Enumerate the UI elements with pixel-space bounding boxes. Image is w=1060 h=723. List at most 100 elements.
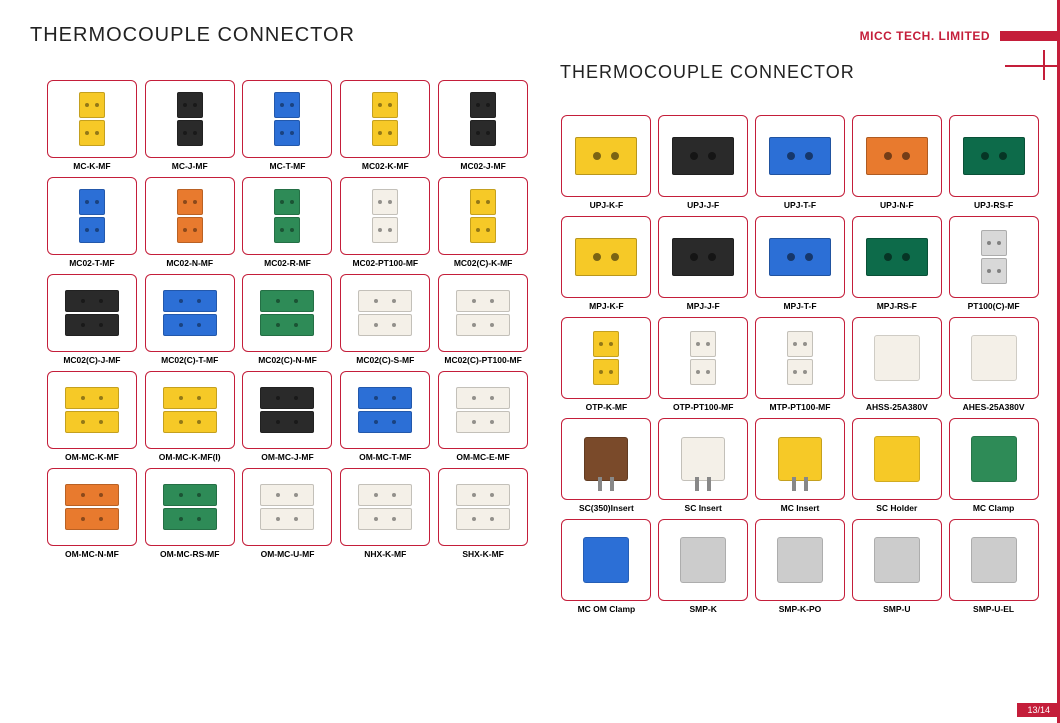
product-cell: SC Holder <box>850 418 943 513</box>
product-label: OM-MC-RS-MF <box>160 549 219 559</box>
product-thumb <box>561 115 651 197</box>
connector-icon <box>672 137 734 175</box>
product-thumb <box>755 418 845 500</box>
connector-icon <box>177 92 203 146</box>
product-thumb <box>145 371 235 449</box>
product-cell: MC02(C)-PT100-MF <box>436 274 530 365</box>
product-cell: OTP-K-MF <box>560 317 653 412</box>
connector-icon <box>874 537 920 583</box>
product-thumb <box>658 519 748 601</box>
product-thumb <box>438 468 528 546</box>
product-thumb <box>949 115 1039 197</box>
product-cell: SC(350)Insert <box>560 418 653 513</box>
product-thumb <box>755 216 845 298</box>
product-thumb <box>340 177 430 255</box>
company-block: MICC TECH. LIMITED <box>860 29 1060 43</box>
product-thumb <box>658 317 748 399</box>
title-left: THERMOCOUPLE CONNECTOR <box>30 24 355 47</box>
product-cell: MC Insert <box>754 418 847 513</box>
decor-cross-v <box>1043 50 1045 80</box>
connector-icon <box>372 189 398 243</box>
decor-cross-h <box>1005 65 1060 67</box>
product-thumb <box>145 177 235 255</box>
product-thumb <box>852 418 942 500</box>
connector-icon <box>260 387 314 433</box>
product-label: MC02-PT100-MF <box>352 258 418 268</box>
product-thumb <box>561 519 651 601</box>
product-label: UPJ-N-F <box>880 200 914 210</box>
product-cell: MPJ-K-F <box>560 216 653 311</box>
product-cell: MC02-R-MF <box>241 177 335 268</box>
product-label: OM-MC-E-MF <box>456 452 509 462</box>
company-bar <box>1000 31 1060 41</box>
product-thumb <box>438 80 528 158</box>
product-cell: UPJ-J-F <box>657 115 750 210</box>
connector-icon <box>690 331 716 385</box>
connector-icon <box>358 484 412 530</box>
product-thumb <box>47 371 137 449</box>
product-cell: MC02-T-MF <box>45 177 139 268</box>
product-thumb <box>852 216 942 298</box>
connector-icon <box>163 290 217 336</box>
product-label: MC02-T-MF <box>69 258 114 268</box>
connector-icon <box>866 238 928 276</box>
product-label: MC02(C)-T-MF <box>161 355 218 365</box>
connector-icon <box>971 436 1017 482</box>
product-thumb <box>755 317 845 399</box>
product-thumb <box>852 519 942 601</box>
product-thumb <box>949 519 1039 601</box>
product-label: UPJ-K-F <box>590 200 624 210</box>
connector-icon <box>260 484 314 530</box>
product-label: PT100(C)-MF <box>968 301 1020 311</box>
product-thumb <box>47 468 137 546</box>
product-thumb <box>145 80 235 158</box>
product-label: MC Insert <box>781 503 820 513</box>
product-thumb <box>658 115 748 197</box>
product-label: AHES-25A380V <box>963 402 1025 412</box>
product-label: SC Holder <box>876 503 917 513</box>
product-thumb <box>242 371 332 449</box>
connector-icon <box>163 484 217 530</box>
connector-icon <box>787 331 813 385</box>
product-thumb <box>242 468 332 546</box>
product-cell: MC OM Clamp <box>560 519 653 614</box>
product-cell: OM-MC-RS-MF <box>143 468 237 559</box>
product-thumb <box>47 80 137 158</box>
header: THERMOCOUPLE CONNECTOR MICC TECH. LIMITE… <box>30 24 1060 47</box>
connector-icon <box>981 230 1007 284</box>
product-label: UPJ-T-F <box>784 200 816 210</box>
product-label: MPJ-T-F <box>783 301 816 311</box>
connector-icon <box>769 238 831 276</box>
product-label: OM-MC-J-MF <box>261 452 313 462</box>
product-label: SMP-U-EL <box>973 604 1014 614</box>
product-cell: OM-MC-K-MF <box>45 371 139 462</box>
product-label: OM-MC-K-MF <box>65 452 119 462</box>
page-number: 13/14 <box>1017 703 1060 717</box>
product-cell: MC02(C)-T-MF <box>143 274 237 365</box>
connector-icon <box>65 387 119 433</box>
product-cell: UPJ-N-F <box>850 115 943 210</box>
product-label: MTP-PT100-MF <box>770 402 831 412</box>
product-label: OM-MC-N-MF <box>65 549 119 559</box>
company-name: MICC TECH. LIMITED <box>860 29 990 43</box>
connector-icon <box>769 137 831 175</box>
product-label: MC02-J-MF <box>460 161 505 171</box>
product-label: MC Clamp <box>973 503 1015 513</box>
product-label: MPJ-J-F <box>687 301 720 311</box>
connector-icon <box>874 335 920 381</box>
product-cell: MTP-PT100-MF <box>754 317 847 412</box>
connector-icon <box>778 437 822 481</box>
product-cell: MC02(C)-J-MF <box>45 274 139 365</box>
product-cell: OM-MC-T-MF <box>338 371 432 462</box>
product-label: OM-MC-K-MF(I) <box>159 452 221 462</box>
product-thumb <box>47 274 137 352</box>
product-cell: OM-MC-J-MF <box>241 371 335 462</box>
product-label: MC02(C)-K-MF <box>454 258 513 268</box>
product-grid-right: UPJ-K-FUPJ-J-FUPJ-T-FUPJ-N-FUPJ-RS-FMPJ-… <box>560 115 1040 614</box>
product-grid-left: MC-K-MFMC-J-MFMC-T-MFMC02-K-MFMC02-J-MFM… <box>45 80 530 559</box>
product-cell: MC02(C)-K-MF <box>436 177 530 268</box>
connector-icon <box>456 290 510 336</box>
product-cell: NHX-K-MF <box>338 468 432 559</box>
connector-icon <box>672 238 734 276</box>
connector-icon <box>963 137 1025 175</box>
